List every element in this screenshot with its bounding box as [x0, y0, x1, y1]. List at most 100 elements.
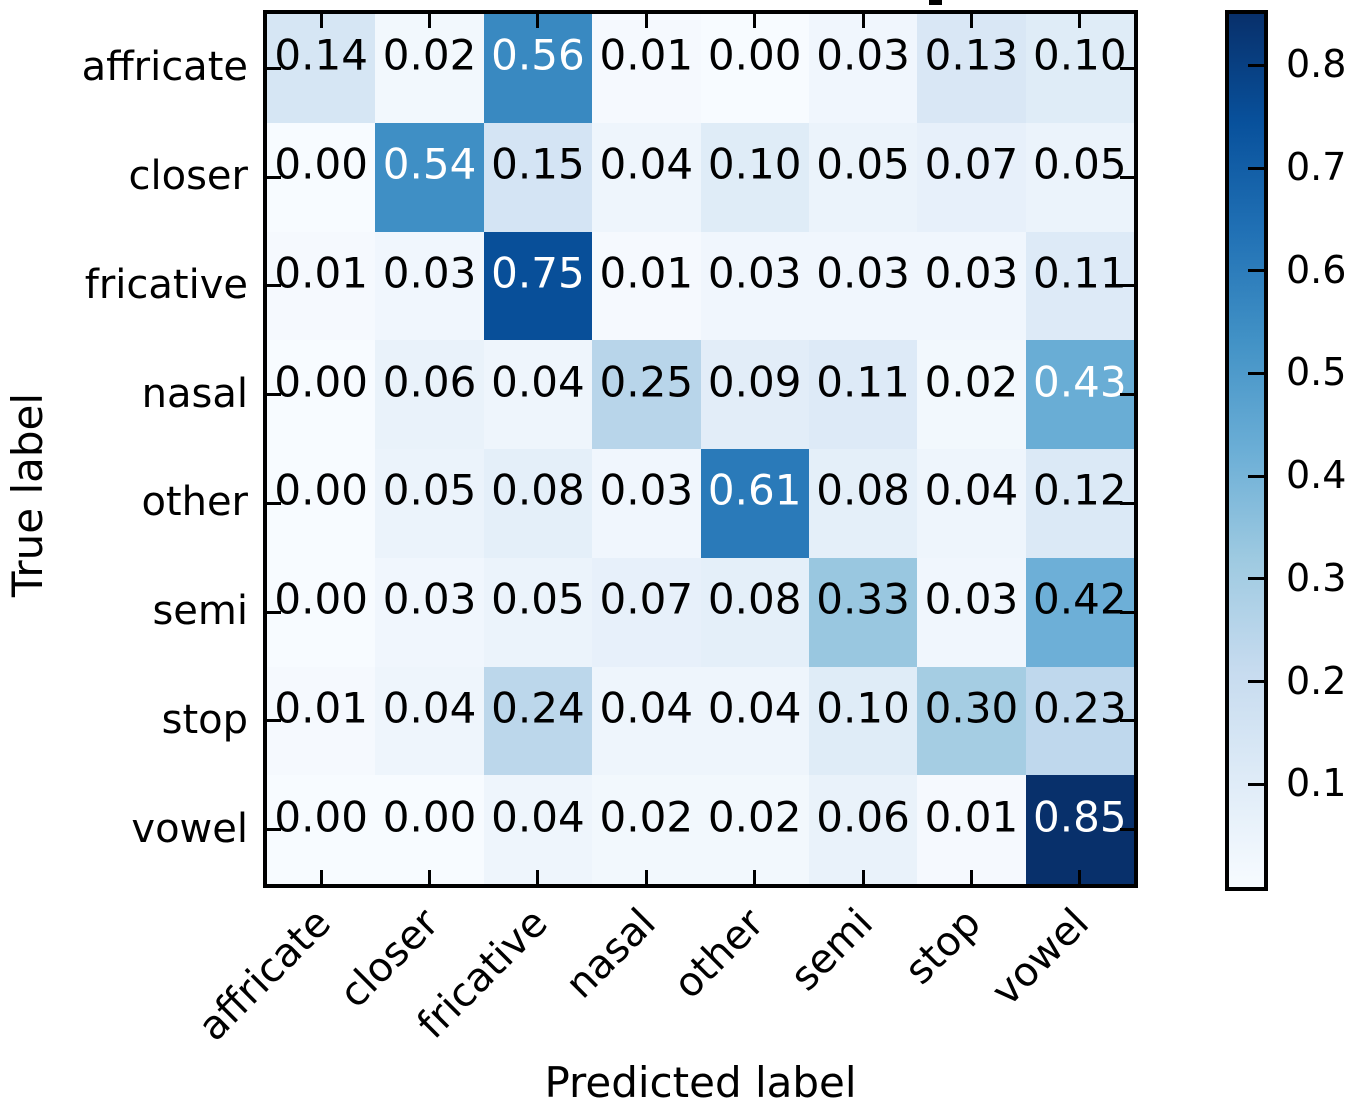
heatmap-cell: 0.00 — [267, 449, 376, 558]
cell-value: 0.11 — [1033, 248, 1127, 298]
cell-value: 0.01 — [599, 248, 694, 298]
heatmap-cell: 0.04 — [917, 449, 1026, 558]
left-axis-tick-mark — [267, 393, 281, 397]
heatmap-cell: 0.00 — [267, 340, 376, 449]
heatmap-cell: 0.01 — [592, 231, 701, 341]
cell-value: 0.05 — [491, 574, 585, 624]
left-axis-tick-mark — [267, 610, 281, 614]
heatmap-cell: 0.04 — [375, 666, 484, 776]
cell-value: 0.02 — [707, 792, 802, 842]
heatmap-cell: 0.05 — [375, 449, 484, 558]
heatmap-cell: 0.03 — [808, 14, 918, 123]
right-axis-tick-mark — [1120, 175, 1134, 179]
heatmap-cell: 0.03 — [700, 231, 809, 341]
cell-value: 0.56 — [491, 30, 585, 80]
cell-value: 0.25 — [599, 357, 694, 407]
bottom-axis-tick-mark — [428, 870, 432, 884]
bottom-axis-tick-mark — [861, 870, 865, 884]
y-tick-label-stop: stop — [161, 697, 248, 744]
cropped-title-fragment — [929, 0, 942, 5]
left-axis-tick-mark — [267, 501, 281, 505]
heatmap-cell: 0.04 — [483, 775, 593, 884]
cell-value: 0.02 — [924, 357, 1019, 407]
cell-value: 0.85 — [1033, 792, 1127, 842]
heatmap-cell: 0.10 — [700, 122, 809, 232]
left-axis-tick-mark — [267, 828, 281, 832]
cell-value: 0.02 — [382, 30, 477, 80]
bottom-axis-tick-mark — [969, 870, 973, 884]
left-axis-tick-mark — [267, 66, 281, 70]
cell-value: 0.04 — [599, 139, 694, 189]
cell-value: 0.30 — [924, 683, 1019, 733]
heatmap-cell: 0.01 — [592, 14, 701, 123]
cell-value: 0.61 — [707, 465, 802, 515]
heatmap-cell: 0.00 — [375, 775, 484, 884]
right-axis-tick-mark — [1120, 719, 1134, 723]
heatmap-cell: 0.04 — [700, 666, 809, 776]
heatmap-cell: 0.24 — [483, 666, 593, 776]
heatmap-cell: 0.06 — [375, 340, 484, 449]
x-tick-label-semi: semi — [781, 899, 882, 1000]
heatmap-cell: 0.25 — [592, 340, 701, 449]
cell-value: 0.03 — [924, 574, 1019, 624]
heatmap-cell: 0.10 — [808, 666, 918, 776]
right-axis-tick-mark — [1120, 610, 1134, 614]
cell-value: 0.15 — [491, 139, 585, 189]
colorbar-tick-label-0.8: 0.8 — [1286, 42, 1347, 87]
heatmap-cell: 0.12 — [1025, 449, 1134, 558]
cell-value: 0.24 — [491, 683, 585, 733]
bottom-axis-tick-mark — [753, 870, 757, 884]
right-axis-tick-mark — [1120, 393, 1134, 397]
cell-value: 0.10 — [1033, 30, 1127, 80]
heatmap-cell: 0.01 — [917, 775, 1026, 884]
heatmap-cell: 0.75 — [483, 231, 593, 341]
heatmap-cell: 0.09 — [700, 340, 809, 449]
bottom-axis-tick-mark — [536, 870, 540, 884]
cell-value: 0.23 — [1033, 683, 1127, 733]
colorbar-tick-label-0.1: 0.1 — [1286, 761, 1347, 806]
cell-value: 0.11 — [816, 357, 910, 407]
heatmap-cell: 0.05 — [808, 122, 918, 232]
heatmap-cell: 0.08 — [700, 557, 809, 667]
cell-value: 0.10 — [816, 683, 910, 733]
y-tick-label-nasal: nasal — [141, 370, 248, 417]
cell-value: 0.00 — [382, 792, 477, 842]
cell-value: 0.00 — [707, 30, 802, 80]
cell-value: 0.05 — [1033, 139, 1127, 189]
cell-value: 0.08 — [707, 574, 802, 624]
colorbar-tick-mark — [1248, 680, 1264, 684]
cell-value: 0.14 — [274, 30, 368, 80]
cell-value: 0.01 — [274, 683, 368, 733]
heatmap-cell: 0.43 — [1025, 340, 1134, 449]
cell-value: 0.10 — [707, 139, 802, 189]
bottom-axis-tick-mark — [319, 870, 323, 884]
y-tick-label-fricative: fricative — [84, 262, 248, 309]
cell-value: 0.08 — [816, 465, 910, 515]
heatmap-cell: 0.85 — [1025, 775, 1134, 884]
right-axis-tick-mark — [1120, 284, 1134, 288]
cell-value: 0.06 — [382, 357, 477, 407]
cell-value: 0.33 — [816, 574, 910, 624]
cell-value: 0.04 — [599, 683, 694, 733]
cell-value: 0.04 — [382, 683, 477, 733]
y-tick-label-vowel: vowel — [131, 805, 248, 852]
y-tick-label-other: other — [141, 479, 248, 526]
cell-value: 0.04 — [491, 357, 585, 407]
heatmap-cell: 0.03 — [808, 231, 918, 341]
heatmap-cell: 0.07 — [592, 557, 701, 667]
x-tick-label-nasal: nasal — [557, 899, 665, 1008]
x-tick-label-affricate: affricate — [189, 899, 340, 1051]
colorbar-tick-mark — [1248, 577, 1264, 581]
heatmap-cell: 0.03 — [375, 557, 484, 667]
x-tick-label-vowel: vowel — [983, 899, 1099, 1015]
heatmap-cell: 0.05 — [1025, 122, 1134, 232]
cell-value: 0.42 — [1033, 574, 1127, 624]
left-axis-tick-mark — [267, 719, 281, 723]
x-axis-title: Predicted label — [544, 1058, 857, 1105]
cell-value: 0.03 — [382, 574, 477, 624]
y-tick-label-semi: semi — [152, 588, 248, 635]
heatmap-cell: 0.03 — [592, 449, 701, 558]
colorbar-tick-mark — [1248, 63, 1264, 67]
cell-value: 0.75 — [491, 248, 585, 298]
